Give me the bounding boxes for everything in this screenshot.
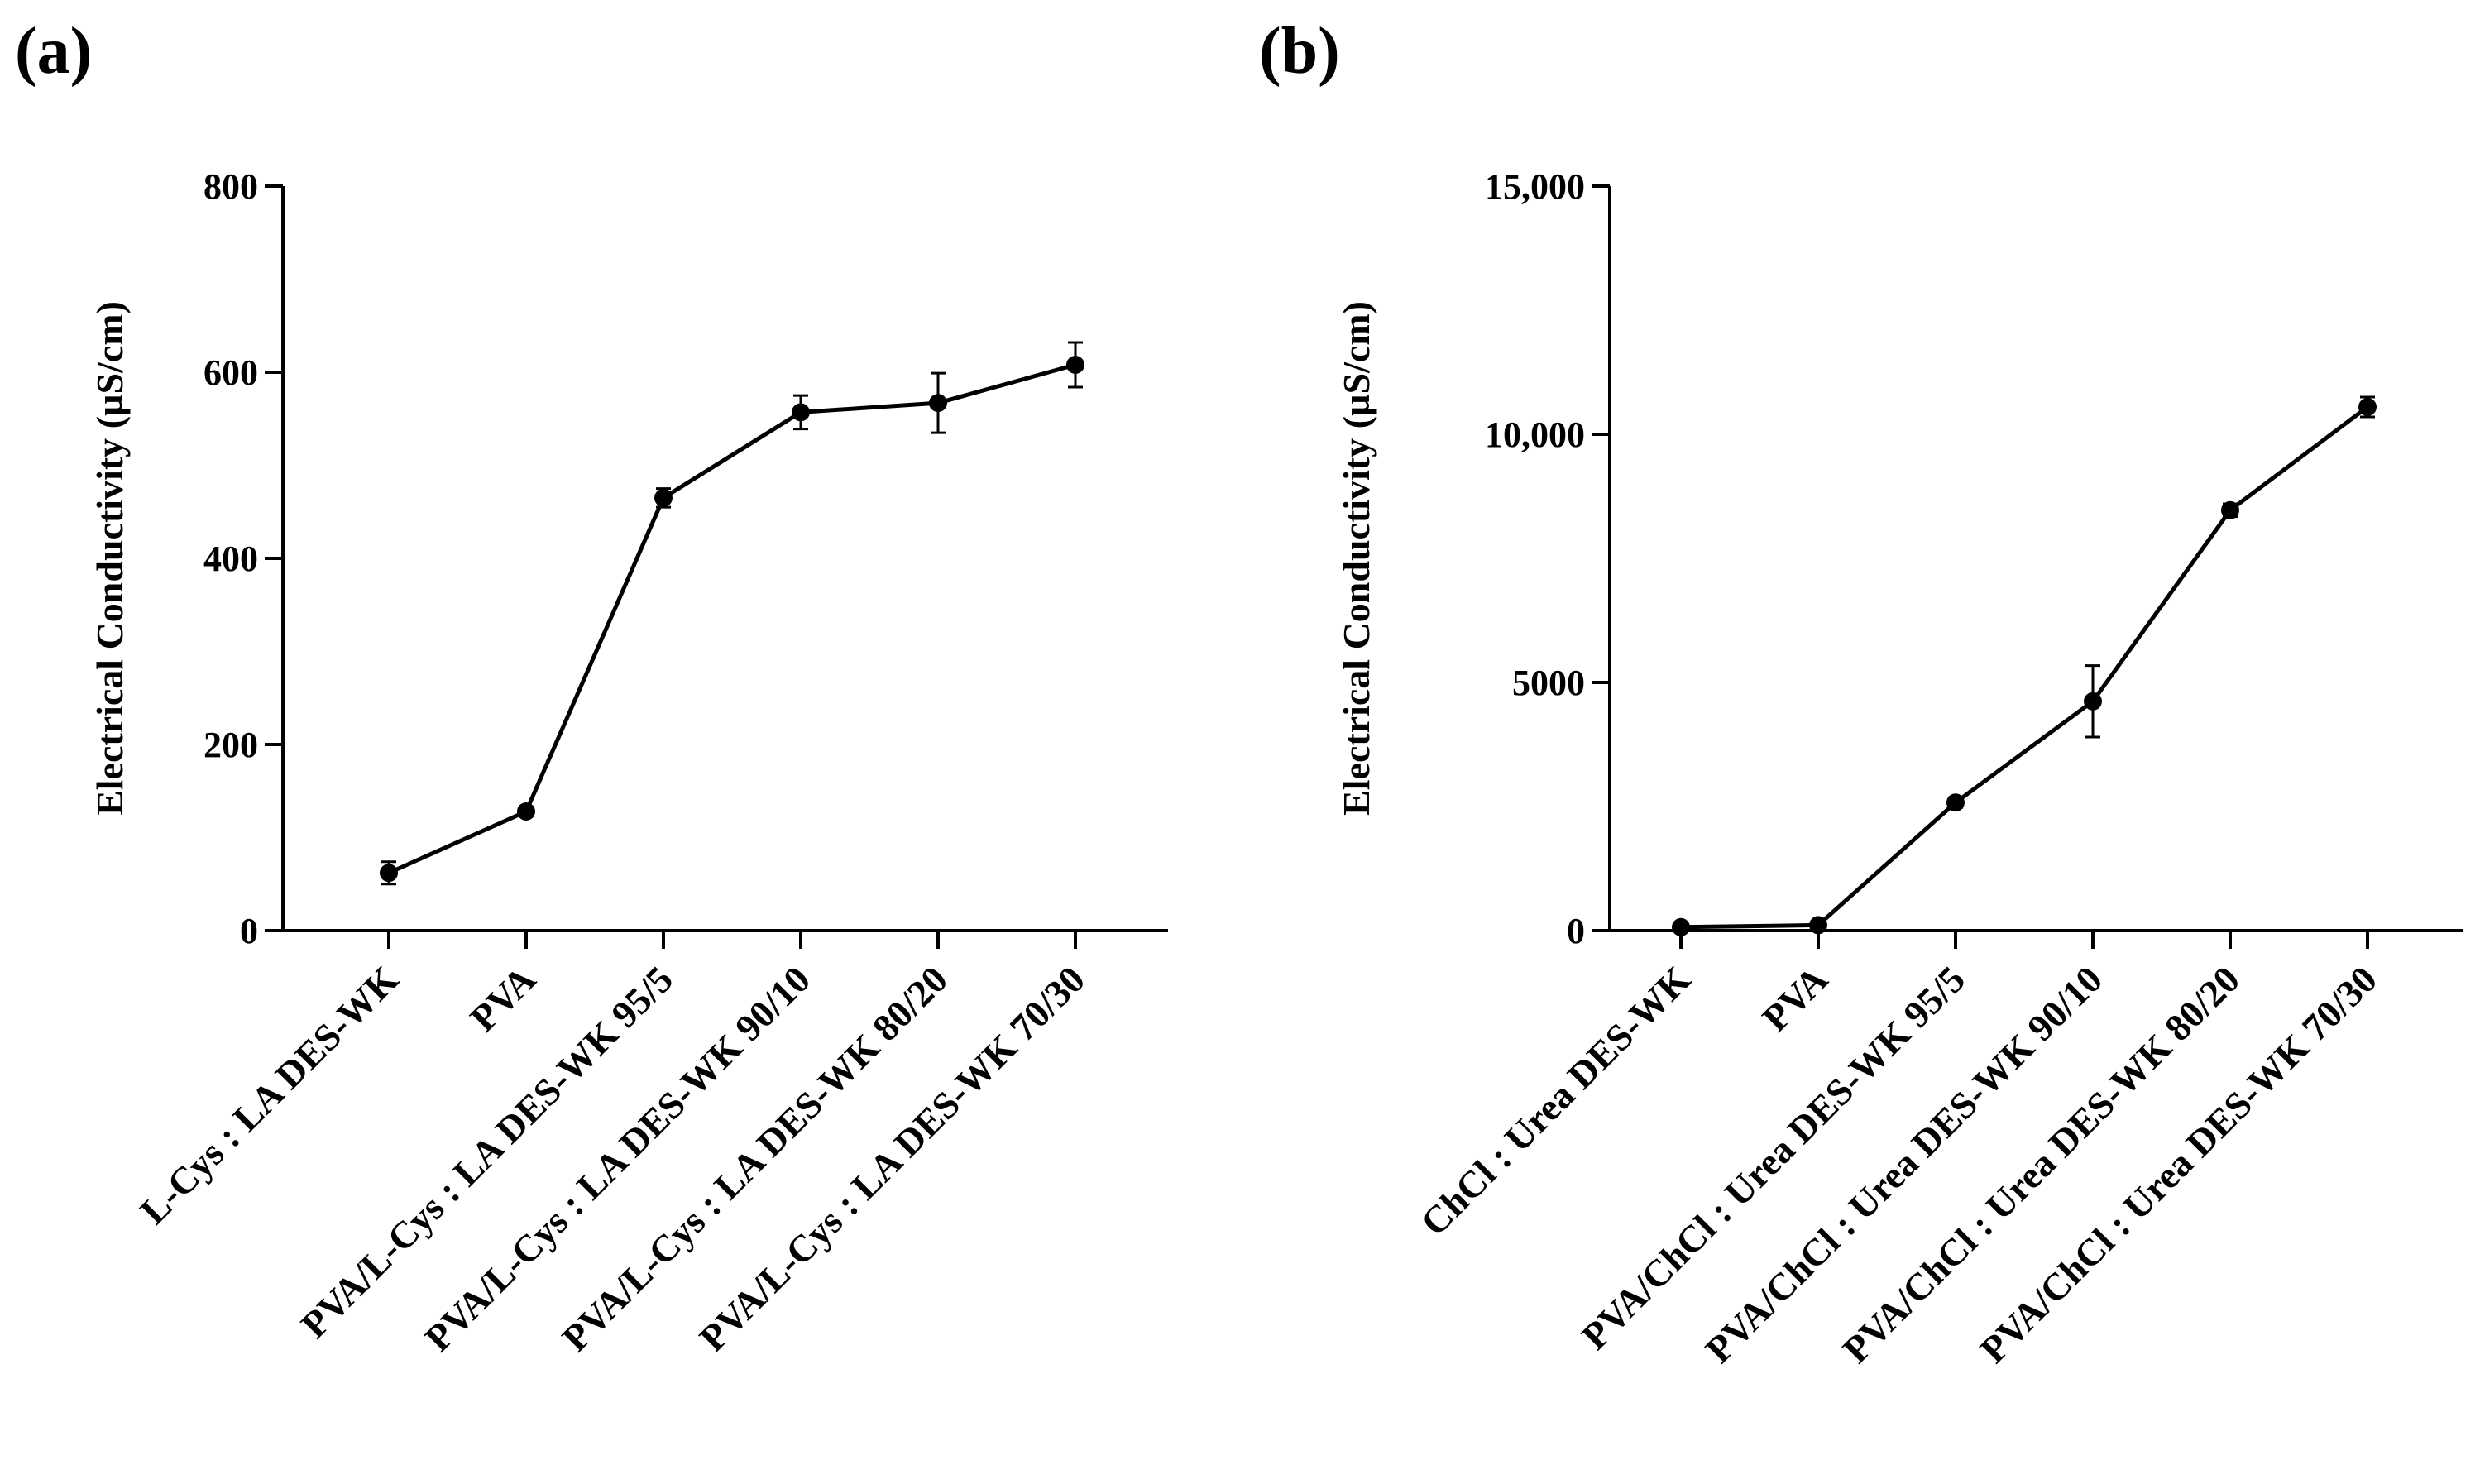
y-axis-title: Electrical Conductivity (µS/cm) [1335,301,1377,816]
data-point [929,394,947,413]
y-tick-label: 0 [1567,911,1585,951]
y-tick-label: 10,000 [1485,414,1585,455]
x-category-label: PVA [1754,958,1836,1040]
chart-panel-b: 0 5000 10,000 15,000 Electrical Conductivity… [1335,166,2463,1371]
data-point [2084,692,2102,711]
data-point [1946,793,1965,812]
y-axis-title: Electrical Conductivity (µS/cm) [89,301,131,816]
data-point [517,802,535,821]
y-tick-label: 5000 [1512,663,1585,703]
chart-panel-a: 0 200 400 600 800 Electrical Conductivity (µS… [89,166,1168,1359]
panel-label-b: (b) [1259,15,1340,88]
y-tick-label: 400 [203,539,258,579]
data-point [2358,398,2377,416]
data-point [792,403,810,422]
series-line [387,362,1076,875]
data-point [1672,917,1690,936]
series-line [1680,405,2369,930]
y-tick-label: 200 [203,725,258,765]
y-tick-label: 800 [203,166,258,207]
x-category-label: L-Cys : LA DES-WK [132,958,407,1233]
x-category-label: ChCl : Urea DES-WK [1413,958,1699,1244]
panel-label-a: (a) [15,15,92,88]
data-point [1809,916,1827,935]
data-point [380,864,398,883]
y-tick-label: 15,000 [1485,166,1585,207]
data-point [1066,356,1084,374]
y-tick-label: 600 [203,352,258,393]
y-tick-label: 0 [240,911,258,951]
x-category-label: PVA [462,958,543,1040]
data-point [2221,500,2239,519]
data-point [654,488,673,507]
